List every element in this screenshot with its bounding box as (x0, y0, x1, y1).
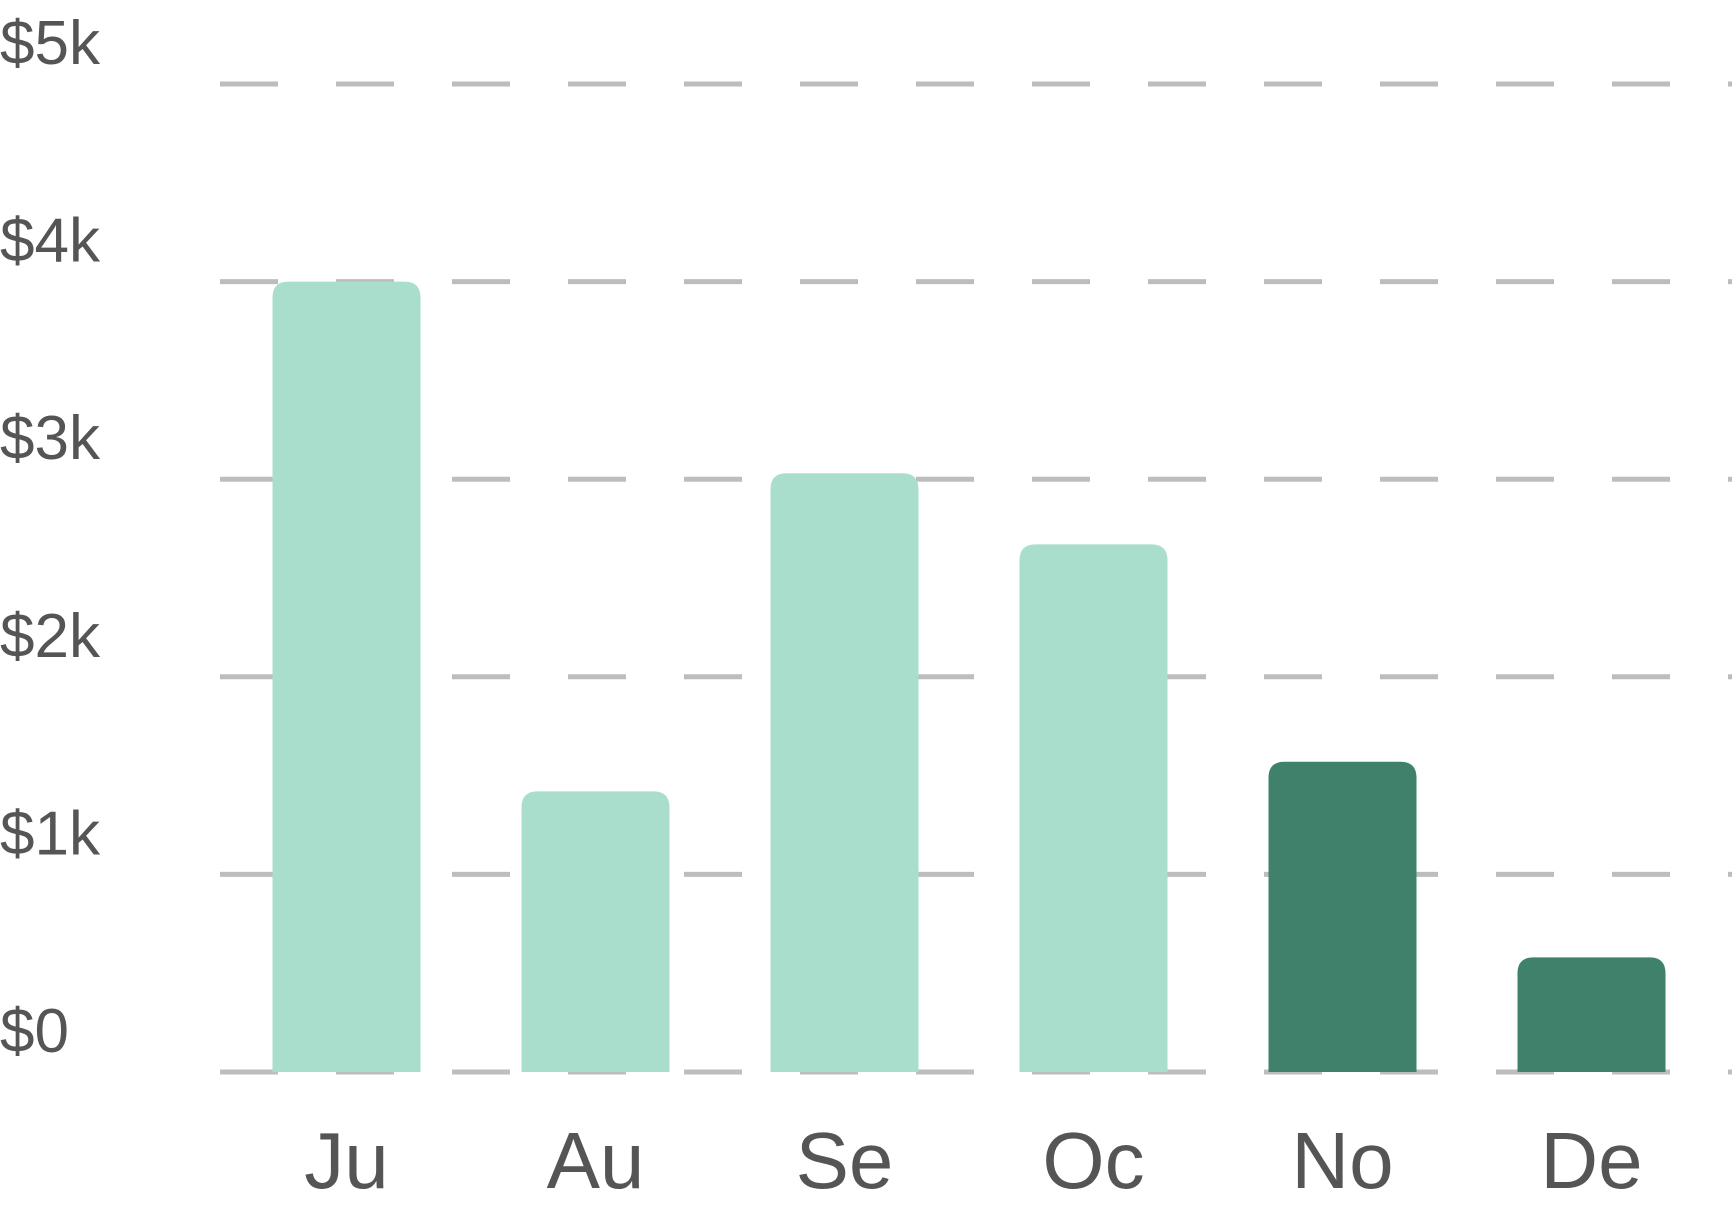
x-tick-label: Ju (304, 1116, 389, 1205)
y-tick-label: $5k (0, 9, 101, 78)
y-axis-tick-labels: $0 $1k $2k $3k $4k $5k (0, 9, 101, 1066)
y-tick-label: $3k (0, 404, 101, 473)
x-tick-label: Se (796, 1116, 894, 1205)
y-tick-label: $1k (0, 799, 101, 868)
bar-se (771, 473, 919, 1072)
x-tick-label: Oc (1042, 1116, 1144, 1205)
gridlines (220, 84, 1732, 1072)
y-tick-label: $2k (0, 602, 101, 671)
bar-no (1269, 762, 1417, 1072)
y-tick-label: $0 (0, 997, 69, 1066)
y-tick-label: $4k (0, 207, 101, 276)
x-tick-label: De (1540, 1116, 1642, 1205)
x-axis-tick-labels: Ju Au Se Oc No De (304, 1116, 1642, 1205)
bar-de (1518, 957, 1666, 1072)
bar-au (522, 791, 670, 1072)
x-tick-label: No (1291, 1116, 1393, 1205)
bar-ju (273, 282, 421, 1072)
bar-oc (1020, 544, 1168, 1072)
x-tick-label: Au (547, 1116, 645, 1205)
